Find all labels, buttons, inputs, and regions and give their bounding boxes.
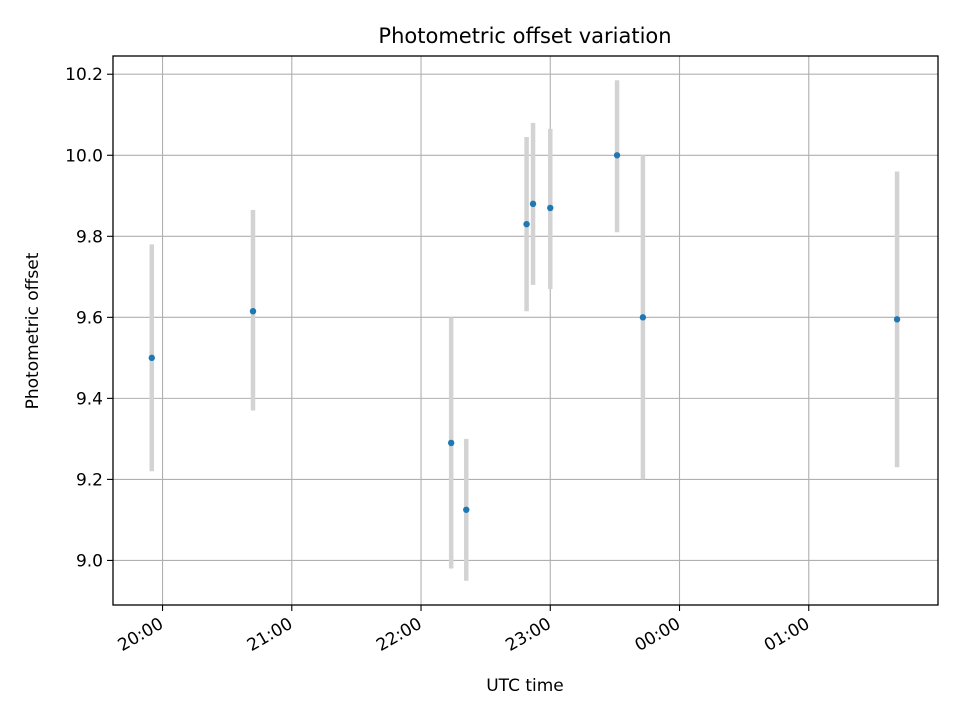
data-point bbox=[893, 316, 901, 323]
y-tick-label: 10.2 bbox=[65, 65, 103, 85]
x-tick-label: 22:00 bbox=[373, 614, 425, 656]
x-tick-label: 01:00 bbox=[761, 614, 813, 656]
x-tick-label: 00:00 bbox=[632, 614, 684, 656]
y-axis-ticks: 9.0 9.2 9.4 9.6 9.8 10.0 10.2 bbox=[65, 65, 113, 571]
x-axis-label: UTC time bbox=[486, 676, 564, 696]
data-point bbox=[529, 200, 537, 208]
x-axis-ticks: 20:00 21:00 22:00 23:00 00:00 01:00 bbox=[115, 605, 813, 656]
y-tick-label: 10.0 bbox=[65, 146, 103, 166]
data-point bbox=[523, 220, 530, 228]
data-point bbox=[249, 308, 257, 315]
y-tick-label: 9.2 bbox=[76, 470, 103, 490]
data-point bbox=[463, 506, 470, 513]
x-tick-label: 23:00 bbox=[502, 614, 554, 656]
y-tick-label: 9.4 bbox=[76, 389, 103, 409]
y-axis-label: Photometric offset bbox=[23, 252, 43, 409]
data-points bbox=[148, 152, 901, 513]
x-tick-label: 21:00 bbox=[244, 614, 296, 656]
data-point bbox=[613, 152, 621, 159]
data-point bbox=[547, 204, 554, 212]
data-point bbox=[447, 439, 455, 447]
grid bbox=[113, 56, 938, 605]
x-tick-label: 20:00 bbox=[115, 614, 167, 656]
data-point bbox=[639, 314, 647, 321]
y-tick-label: 9.0 bbox=[76, 551, 103, 571]
plot-frame bbox=[112, 55, 939, 606]
y-tick-label: 9.6 bbox=[76, 308, 103, 328]
chart-title: Photometric offset variation bbox=[378, 24, 671, 48]
data-point bbox=[148, 354, 155, 362]
y-tick-label: 9.8 bbox=[76, 227, 103, 247]
